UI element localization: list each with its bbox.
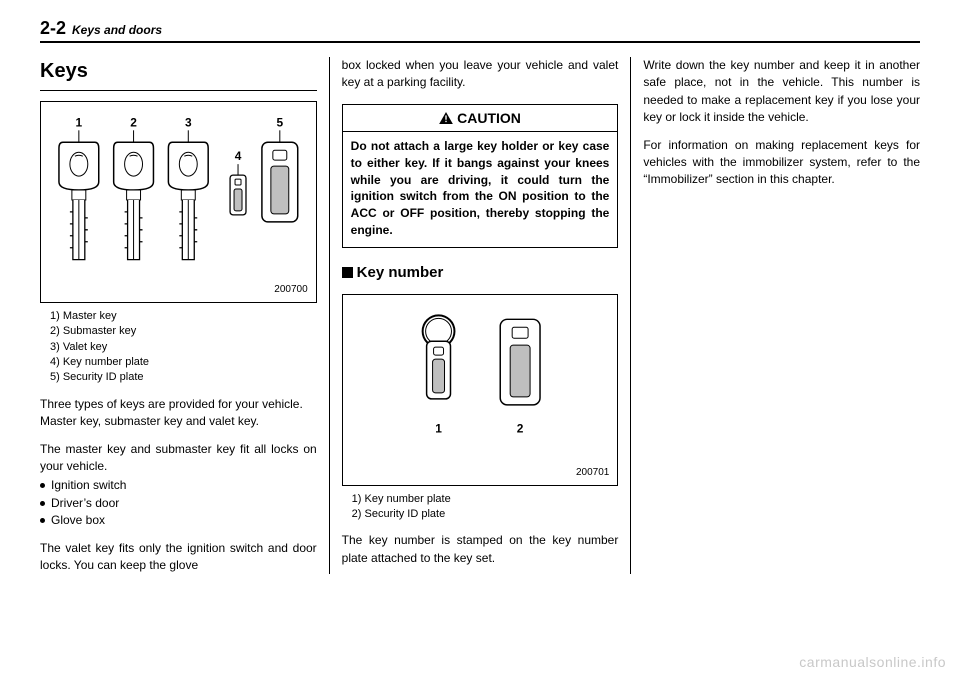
bullet-item: Driver’s door xyxy=(40,495,317,512)
bullet-icon xyxy=(40,518,45,523)
subheading-text: Key number xyxy=(357,264,444,281)
paragraph-continuation: box locked when you leave your vehicle a… xyxy=(342,57,619,92)
bullet-list: Ignition switch Driver’s door Glove box xyxy=(40,477,317,529)
fig2-label-1: 1 xyxy=(435,421,442,435)
key-master xyxy=(59,142,99,259)
figure2-legend: 1) Key number plate 2) Security ID plate xyxy=(352,492,619,523)
legend-item: 4) Key number plate xyxy=(50,355,317,370)
subheading-key-number: Key number xyxy=(342,262,619,284)
caution-box: CAUTION Do not attach a large key holder… xyxy=(342,104,619,248)
fig1-label-1: 1 xyxy=(76,115,83,129)
key-number-plate-small xyxy=(230,175,246,215)
section-title: Keys and doors xyxy=(72,23,162,37)
heading-keys: Keys xyxy=(40,57,317,91)
page-number: 2-2 xyxy=(40,18,66,39)
keys-illustration: 1 2 3 4 5 xyxy=(49,112,308,272)
key-number-plate-ring xyxy=(422,315,454,399)
fig1-label-5: 5 xyxy=(276,115,283,129)
bullet-icon xyxy=(40,501,45,506)
warning-icon xyxy=(439,112,453,124)
paragraph: Three types of keys are provided for you… xyxy=(40,396,317,413)
security-id-plate xyxy=(500,319,540,405)
column-2: box locked when you leave your vehicle a… xyxy=(329,57,631,574)
caution-body: Do not attach a large key holder or key … xyxy=(343,132,618,247)
page-header: 2-2 Keys and doors xyxy=(40,18,920,43)
security-id-plate-big xyxy=(262,142,298,222)
legend-item: 1) Key number plate xyxy=(352,492,619,507)
bullet-text: Ignition switch xyxy=(51,477,126,494)
bullet-item: Ignition switch xyxy=(40,477,317,494)
figure1-legend: 1) Master key 2) Submaster key 3) Valet … xyxy=(50,309,317,386)
legend-item: 1) Master key xyxy=(50,309,317,324)
fig2-label-2: 2 xyxy=(516,421,523,435)
figure-key-number: 1 2 200701 xyxy=(342,294,619,486)
fig1-label-2: 2 xyxy=(130,115,137,129)
legend-item: 3) Valet key xyxy=(50,340,317,355)
column-3: Write down the key number and keep it in… xyxy=(630,57,920,574)
caution-header: CAUTION xyxy=(343,105,618,132)
fig1-label-4: 4 xyxy=(235,149,242,163)
fig1-label-3: 3 xyxy=(185,115,192,129)
bullet-icon xyxy=(40,483,45,488)
key-submaster xyxy=(114,142,154,259)
legend-item: 5) Security ID plate xyxy=(50,370,317,385)
legend-item: 2) Security ID plate xyxy=(352,507,619,522)
manual-page: 2-2 Keys and doors Keys 1 2 3 4 5 xyxy=(0,0,960,574)
paragraph: The key number is stamped on the key num… xyxy=(342,532,619,567)
legend-item: 2) Submaster key xyxy=(50,324,317,339)
paragraph: The valet key fits only the ignition swi… xyxy=(40,540,317,575)
paragraph: For information on making replacement ke… xyxy=(643,137,920,189)
paragraph: The master key and submaster key fit all… xyxy=(40,441,317,476)
figure-keys: 1 2 3 4 5 xyxy=(40,101,317,303)
content-columns: Keys 1 2 3 4 5 xyxy=(40,57,920,574)
figure2-ref: 200701 xyxy=(351,466,610,481)
key-valet xyxy=(168,142,208,259)
bullet-text: Driver’s door xyxy=(51,495,119,512)
watermark: carmanualsonline.info xyxy=(799,654,946,670)
square-bullet-icon xyxy=(342,267,353,278)
bullet-item: Glove box xyxy=(40,512,317,529)
bullet-text: Glove box xyxy=(51,512,105,529)
paragraph: Write down the key number and keep it in… xyxy=(643,57,920,127)
plates-illustration: 1 2 xyxy=(351,305,610,455)
caution-title: CAUTION xyxy=(457,108,521,128)
column-1: Keys 1 2 3 4 5 xyxy=(40,57,329,574)
paragraph: Master key, submaster key and valet key. xyxy=(40,413,317,430)
figure1-ref: 200700 xyxy=(49,283,308,298)
